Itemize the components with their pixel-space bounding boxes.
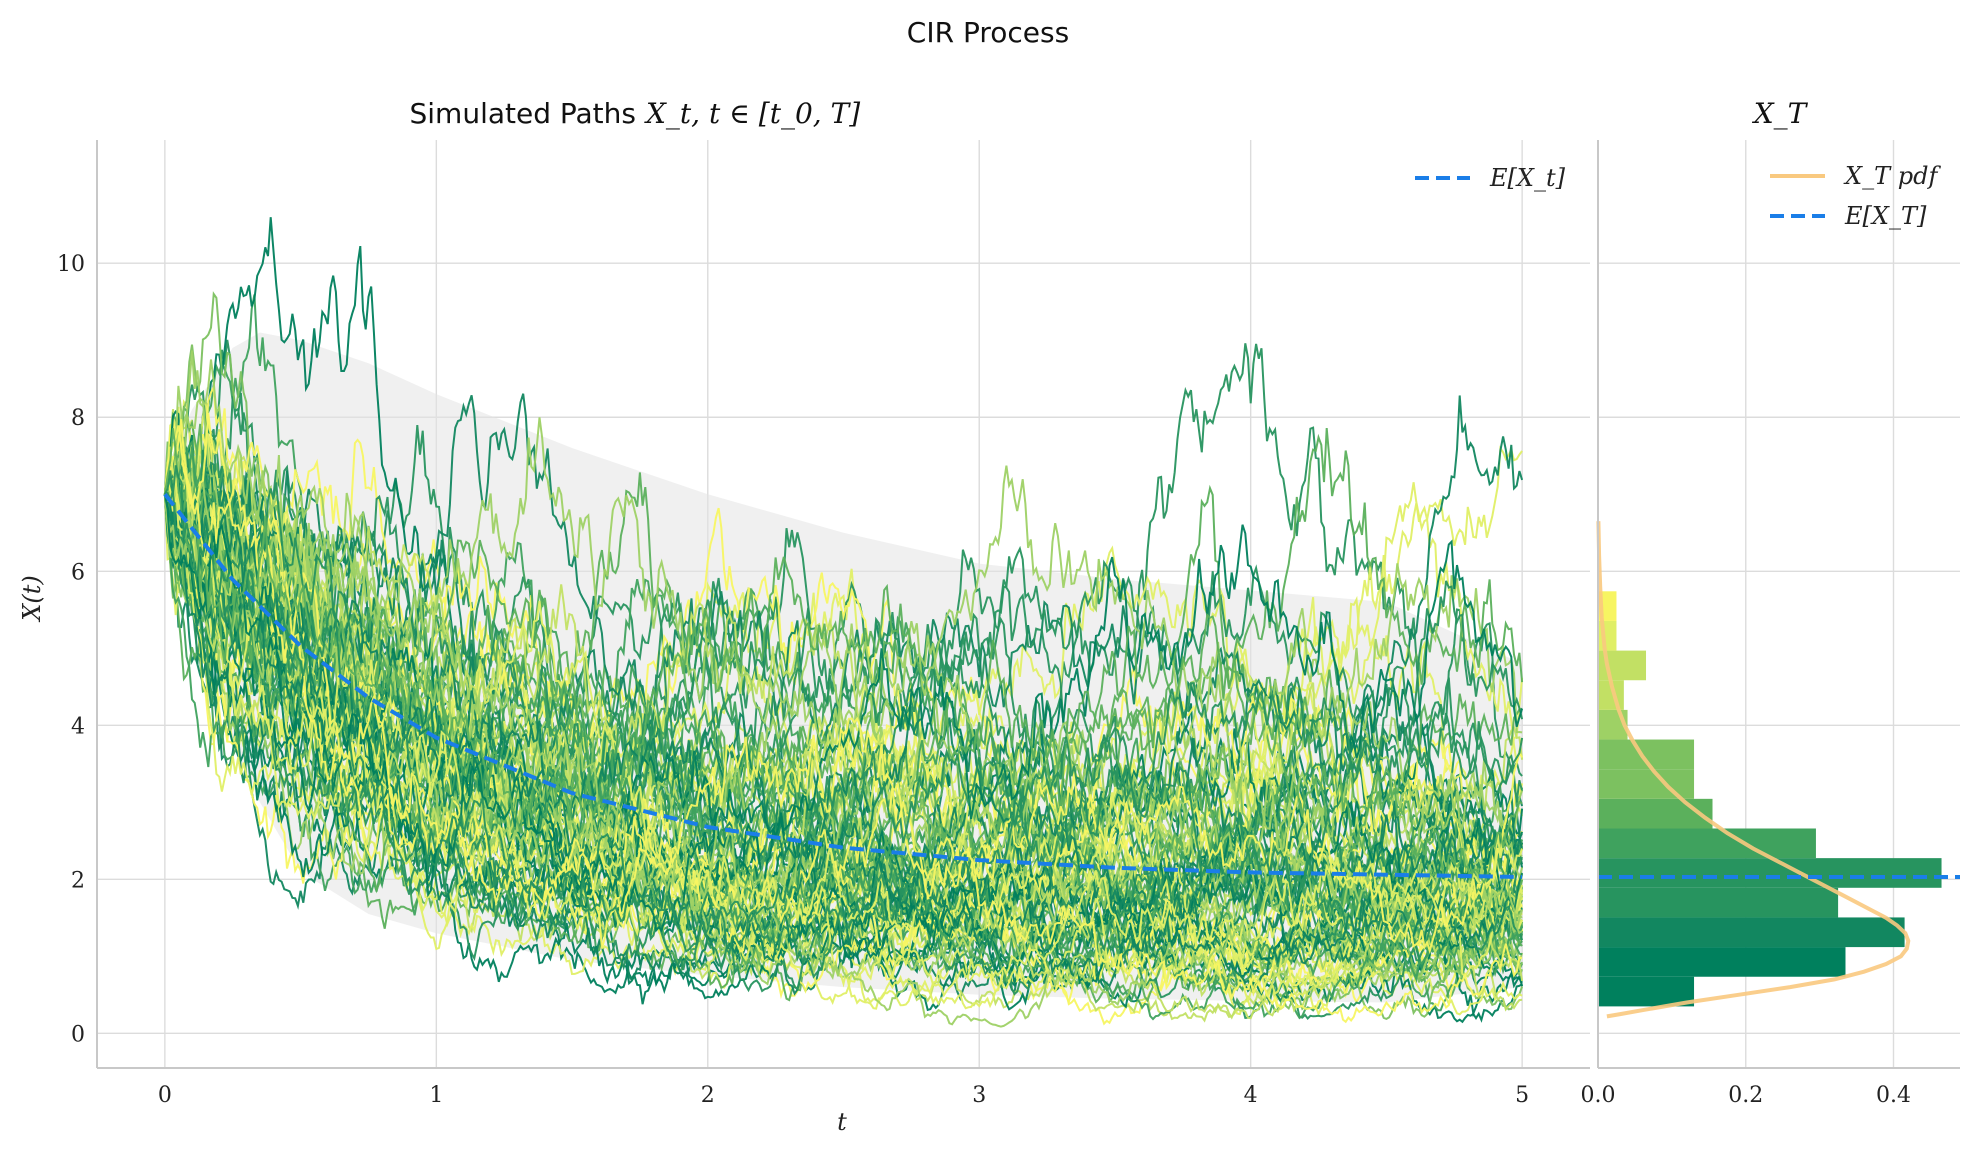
- main-x-tick-label: 3: [972, 1083, 986, 1108]
- simulated-path: [163, 494, 1523, 984]
- pdf-line-group: [1596, 521, 1911, 1019]
- pdf-line: [1596, 521, 1911, 1019]
- figure-suptitle: CIR Process: [907, 16, 1069, 49]
- side-spines: [1597, 140, 1960, 1069]
- simulated-path: [163, 465, 1524, 956]
- histogram-bars: [1598, 591, 1942, 1007]
- main-x-tick-label: 2: [701, 1083, 715, 1108]
- simulated-path: [164, 482, 1524, 979]
- side-x-tick-label: 0.0: [1581, 1083, 1616, 1108]
- simulated-path: [163, 419, 1523, 955]
- main-title-prefix: Simulated Paths: [410, 97, 637, 130]
- side-title: X_T: [1752, 97, 1809, 130]
- side-x-tick-label: 0.4: [1876, 1083, 1911, 1108]
- side-x-tick-label: 0.2: [1728, 1083, 1763, 1108]
- side-legend: X_T pdf E[X_T]: [1770, 162, 1941, 230]
- simulated-path: [164, 397, 1523, 935]
- side-ticks: 0.0 0.2 0.4: [1581, 1083, 1912, 1108]
- simulated-path: [163, 459, 1524, 1006]
- simulated-path: [163, 470, 1523, 982]
- histogram-bar: [1598, 887, 1839, 918]
- main-title-math: X_t, t ∈ [t_0, T]: [644, 97, 860, 130]
- main-x-tick-label: 0: [158, 1083, 172, 1108]
- histogram-bar: [1598, 858, 1942, 888]
- simulated-path: [163, 417, 1524, 934]
- histogram-bar: [1598, 769, 1695, 799]
- main-x-tick-label: 4: [1244, 1083, 1258, 1108]
- simulated-path: [163, 484, 1523, 1028]
- simulated-path: [163, 494, 1524, 933]
- histogram-bar: [1598, 947, 1846, 977]
- main-y-tick-label: 2: [71, 868, 85, 893]
- simulated-path: [163, 412, 1523, 1024]
- main-x-tick-label: 5: [1515, 1083, 1529, 1108]
- simulated-path: [163, 482, 1523, 1010]
- main-y-tick-label: 4: [71, 714, 85, 739]
- main-y-tick-label: 0: [71, 1022, 85, 1047]
- histogram-bar: [1598, 828, 1816, 859]
- mean-line-group: [163, 493, 1523, 879]
- simulated-path: [163, 446, 1524, 998]
- main-y-tick-label: 10: [57, 252, 85, 277]
- main-ticks: 0 1 2 3 4 5 0 2 4 6 8 10: [57, 252, 1529, 1108]
- simulated-path: [163, 479, 1524, 993]
- side-axes: 0.0 0.2 0.4 X_T X_T pdf E[X_T]: [1581, 97, 1960, 1108]
- simulated-paths: [163, 217, 1524, 1028]
- simulated-path: [163, 494, 1523, 956]
- simulated-path: [163, 475, 1523, 926]
- main-y-tick-label: 8: [71, 406, 85, 431]
- simulated-path: [163, 494, 1524, 988]
- main-spines: [96, 140, 1590, 1069]
- simulated-path: [163, 428, 1523, 885]
- main-x-tick-label: 1: [429, 1083, 443, 1108]
- histogram-bar: [1598, 739, 1695, 770]
- y-axis-label: X(t): [18, 575, 46, 622]
- simulated-path: [164, 493, 1524, 996]
- side-legend-pdf-label: X_T pdf: [1843, 162, 1941, 190]
- main-legend: E[X_t]: [1415, 164, 1566, 192]
- simulated-path: [163, 428, 1524, 990]
- histogram-bar: [1598, 976, 1695, 1007]
- main-axes: 0 1 2 3 4 5 0 2 4 6 8 10 Simulated Paths X_t, t ∈ […: [18, 97, 1590, 1136]
- main-y-tick-label: 6: [71, 560, 85, 585]
- x-axis-label: t: [837, 1108, 847, 1136]
- histogram-bar: [1598, 917, 1905, 948]
- histogram-bar: [1598, 798, 1713, 829]
- side-legend-mean-label: E[X_T]: [1844, 202, 1927, 230]
- mean-line: [163, 493, 1523, 879]
- main-legend-mean-label: E[X_t]: [1489, 164, 1566, 192]
- simulated-path: [163, 423, 1523, 945]
